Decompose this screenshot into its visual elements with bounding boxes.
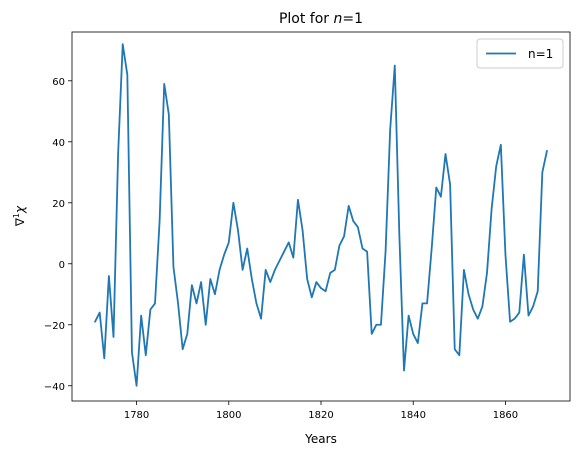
chart-title-suffix: =1 bbox=[342, 11, 363, 27]
chart-title-variable: n bbox=[334, 11, 343, 27]
x-tick-label: 1840 bbox=[400, 410, 425, 421]
series-line-n=1 bbox=[94, 43, 548, 387]
y-tick-label: −20 bbox=[44, 321, 65, 332]
y-axis-label-chi: χ bbox=[13, 205, 27, 214]
x-tick-label: 1800 bbox=[216, 410, 241, 421]
y-axis-label: ∇1χ bbox=[12, 205, 27, 227]
y-tick-label: −40 bbox=[44, 382, 65, 393]
y-axis-label-nabla: ∇ bbox=[13, 217, 27, 227]
plot-lines bbox=[94, 43, 548, 387]
axes-frame bbox=[71, 31, 571, 402]
y-tick-label: 60 bbox=[52, 77, 65, 88]
y-tick-label: 20 bbox=[52, 199, 65, 210]
legend-label: n=1 bbox=[528, 47, 553, 61]
y-tick-label: 40 bbox=[52, 138, 65, 149]
x-tick-label: 1780 bbox=[124, 410, 149, 421]
chart-title-prefix: Plot for bbox=[279, 11, 334, 27]
x-tick-label: 1820 bbox=[308, 410, 333, 421]
axis-ticks: 1780 1800 1820 1840 1860 −40 −20 0 20 40 60 bbox=[44, 77, 518, 421]
x-tick-label: 1860 bbox=[493, 410, 518, 421]
chart-title: Plot for n=1 bbox=[279, 11, 363, 27]
legend: n=1 bbox=[476, 38, 564, 69]
x-axis-label: Years bbox=[304, 432, 337, 446]
legend-box bbox=[476, 38, 564, 69]
y-tick-label: 0 bbox=[59, 260, 65, 271]
y-axis-label-superscript: 1 bbox=[12, 213, 21, 218]
